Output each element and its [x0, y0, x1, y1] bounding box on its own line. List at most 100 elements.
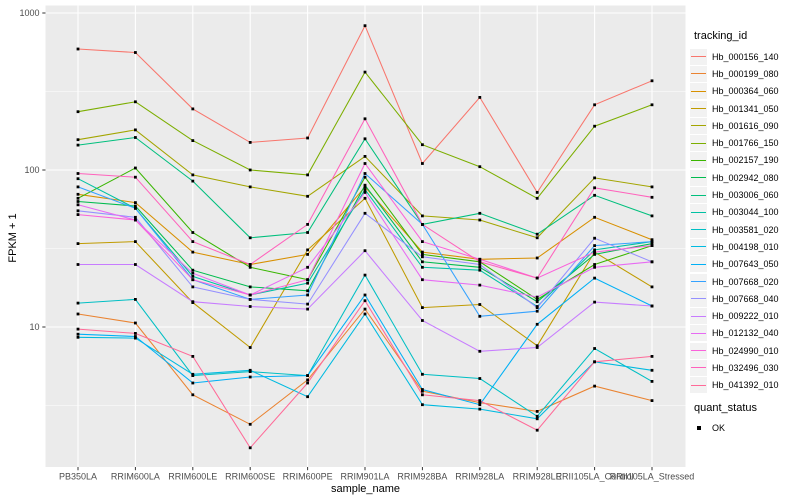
data-point	[191, 240, 195, 243]
data-point	[306, 378, 309, 382]
data-point	[421, 260, 424, 264]
data-point	[134, 336, 137, 340]
data-point	[478, 257, 482, 261]
data-point	[134, 175, 137, 179]
data-point	[76, 192, 80, 196]
legend-item-label: Hb_000364_060	[712, 86, 779, 97]
data-point	[535, 322, 539, 326]
quant-status-items: OK	[690, 419, 800, 436]
data-point	[76, 138, 80, 142]
data-point	[593, 244, 596, 247]
data-point	[76, 209, 80, 213]
data-point	[593, 250, 596, 254]
legend-item: Hb_003581_020	[690, 221, 800, 238]
x-axis-title: sample_name	[330, 483, 401, 495]
series-color-swatch	[691, 211, 706, 213]
data-point	[593, 384, 596, 388]
quant-status-key	[690, 420, 707, 436]
data-point	[363, 249, 367, 253]
data-point	[248, 368, 252, 372]
data-point	[134, 215, 137, 219]
data-point	[478, 263, 482, 266]
legend-key	[690, 238, 707, 255]
data-point	[478, 283, 482, 287]
data-point	[535, 428, 539, 432]
data-point	[593, 215, 596, 219]
data-point	[650, 214, 654, 218]
x-tick-label: RRIM928BA	[397, 472, 447, 482]
y-tick-label: 100	[24, 165, 39, 175]
data-point	[650, 79, 654, 83]
data-point	[478, 314, 482, 318]
series-points-Hb_041392_010	[76, 299, 654, 450]
data-point	[535, 196, 539, 200]
data-point	[650, 285, 654, 289]
x-tick-label: RRIM600LA	[111, 472, 160, 482]
legend-item-label: Hb_003044_100	[712, 207, 779, 218]
legend-key	[690, 83, 707, 100]
data-point	[134, 263, 137, 266]
data-point	[191, 268, 195, 272]
data-point	[363, 183, 367, 187]
data-point	[363, 293, 367, 297]
legend-items: Hb_000156_140 Hb_000199_080 Hb_000364_060 H…	[690, 48, 800, 394]
data-point	[650, 242, 654, 245]
data-point	[650, 240, 654, 243]
series-color-swatch	[691, 125, 706, 127]
series-color-swatch	[691, 56, 706, 58]
data-point	[134, 51, 137, 54]
data-point	[650, 244, 654, 247]
data-point	[191, 285, 195, 289]
data-point	[76, 47, 80, 51]
legend-item: Hb_007668_040	[690, 290, 800, 307]
data-point	[593, 176, 596, 180]
legend-key	[690, 221, 707, 238]
series-color-swatch	[691, 298, 706, 300]
data-point	[535, 295, 539, 299]
series-points-Hb_002942_080	[76, 183, 654, 304]
legend-title-tracking-id: tracking_id	[694, 30, 748, 42]
legend-item-label: Hb_007643_050	[712, 259, 779, 270]
x-tick-label: RRIM901LA	[340, 472, 389, 482]
x-tick-label: PB350LA	[59, 472, 97, 482]
data-point	[421, 223, 424, 226]
series-color-swatch	[691, 263, 706, 265]
data-point	[306, 194, 309, 198]
data-point	[248, 305, 252, 308]
legend-item-label: Hb_001616_090	[712, 120, 779, 131]
series-points-Hb_000199_080	[76, 307, 654, 426]
legend-item-label: Hb_003006_060	[712, 190, 779, 201]
legend-item-label: Hb_007668_020	[712, 276, 779, 287]
data-point	[478, 260, 482, 264]
legend-item: Hb_009222_010	[690, 307, 800, 325]
legend-item: Hb_032496_030	[690, 359, 800, 376]
data-point	[421, 250, 424, 254]
legend-item-label: Hb_000199_080	[712, 68, 779, 79]
series-points-Hb_009222_010	[76, 249, 654, 353]
legend-item: Hb_003006_060	[690, 186, 800, 204]
data-point	[191, 355, 195, 358]
series-color-swatch	[691, 142, 706, 144]
y-tick-label: 1000	[19, 8, 39, 18]
data-point	[76, 332, 80, 336]
data-point	[535, 191, 539, 194]
data-point	[593, 103, 596, 107]
legend-item: Hb_024990_010	[690, 342, 800, 359]
data-point	[306, 265, 309, 269]
series-color-swatch	[691, 159, 706, 161]
data-point	[421, 393, 424, 397]
series-points-Hb_032496_030	[76, 117, 654, 280]
legend-item-label: Hb_004198_010	[712, 241, 779, 252]
legend-item-label: Hb_041392_010	[712, 380, 779, 391]
legend-key	[690, 325, 707, 342]
data-point	[306, 281, 309, 285]
series-color-swatch	[691, 332, 706, 334]
legend-item-label: Hb_002157_190	[712, 155, 779, 166]
data-point	[593, 124, 596, 128]
data-point	[363, 312, 367, 316]
data-point	[76, 301, 80, 305]
data-point	[593, 263, 596, 266]
data-point	[650, 368, 654, 372]
series-color-swatch	[691, 350, 706, 352]
data-point	[134, 321, 137, 325]
